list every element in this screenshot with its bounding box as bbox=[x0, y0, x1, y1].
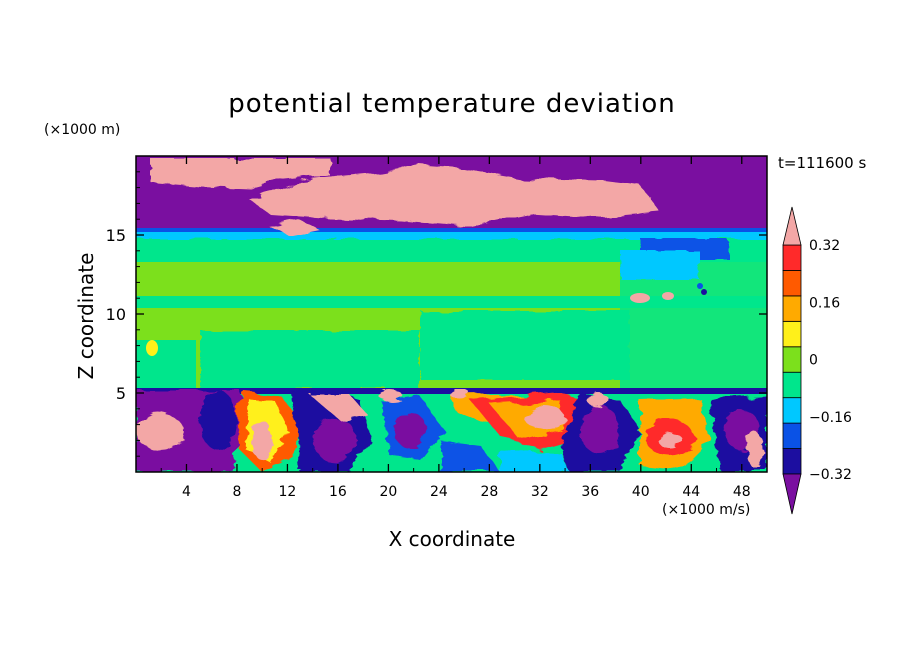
y-tick-label: 10 bbox=[106, 305, 126, 324]
colorbar-tick-label: 0.16 bbox=[809, 295, 840, 311]
field-cyan-patch-right bbox=[620, 250, 700, 280]
x-tick-label: 4 bbox=[182, 484, 191, 500]
colorbar-tick-label: −0.16 bbox=[809, 410, 852, 426]
lower-eddies bbox=[136, 389, 767, 472]
colorbar-tick-label: 0.32 bbox=[809, 238, 840, 254]
x-tick-label: 48 bbox=[733, 484, 751, 500]
x-tick-label: 8 bbox=[232, 484, 241, 500]
x-tick-label: 32 bbox=[531, 484, 549, 500]
colorbar-tick-label: 0 bbox=[809, 353, 818, 369]
x-axis-label: X coordinate bbox=[389, 527, 516, 551]
x-tick-label: 16 bbox=[329, 484, 347, 500]
field-band-mid-teal2 bbox=[136, 296, 767, 308]
contour-field bbox=[136, 156, 767, 472]
colorbar-segment bbox=[782, 397, 802, 424]
colorbar-segment bbox=[782, 270, 802, 297]
field-band-mid-teal6 bbox=[200, 330, 420, 390]
upper-pink-patches bbox=[150, 158, 660, 236]
colorbar-segment bbox=[782, 295, 802, 322]
x-tick-label: 44 bbox=[682, 484, 700, 500]
colorbar-segment bbox=[782, 371, 802, 399]
colorbar-segment bbox=[782, 244, 802, 271]
y-axis-label: Z coordinate bbox=[74, 253, 98, 380]
colorbar-tick-label: −0.32 bbox=[809, 467, 852, 483]
chart-title: potential temperature deviation bbox=[228, 89, 675, 119]
x-tick-label: 20 bbox=[379, 484, 397, 500]
mid-pink-blobs bbox=[146, 283, 707, 356]
colorbar-segment bbox=[782, 346, 802, 373]
y-axis: 5 10 15 bbox=[106, 171, 767, 457]
field-background-layers bbox=[136, 156, 767, 472]
colorbar-segment bbox=[782, 422, 802, 449]
field-band-tropopause-blue bbox=[136, 228, 767, 232]
y-tick-label: 5 bbox=[116, 384, 126, 403]
y-unit-label: (×1000 m) bbox=[44, 122, 120, 138]
x-tick-label: 12 bbox=[279, 484, 297, 500]
field-band-lower-cyan bbox=[136, 388, 767, 394]
colorbar-segment bbox=[782, 448, 802, 475]
x-tick-label: 40 bbox=[632, 484, 650, 500]
x-tick-label: 24 bbox=[430, 484, 448, 500]
x-axis: 4 8 12 16 20 24 28 32 36 40 44 48 bbox=[160, 156, 751, 500]
x-unit-label: (×1000 m/s) bbox=[662, 502, 750, 518]
field-band-mid-teal5 bbox=[420, 310, 630, 380]
field-band-mid-teal4 bbox=[136, 340, 196, 390]
colorbar-segment bbox=[782, 320, 802, 348]
x-tick-label: 36 bbox=[581, 484, 599, 500]
x-tick-label: 28 bbox=[480, 484, 498, 500]
colorbar: −0.32 −0.16 0 0.16 0.32 bbox=[782, 206, 852, 515]
colorbar-extend-min bbox=[782, 473, 802, 515]
colorbar-extend-max bbox=[782, 206, 802, 246]
time-label: t=111600 s bbox=[778, 154, 866, 172]
y-tick-label: 15 bbox=[106, 226, 126, 245]
